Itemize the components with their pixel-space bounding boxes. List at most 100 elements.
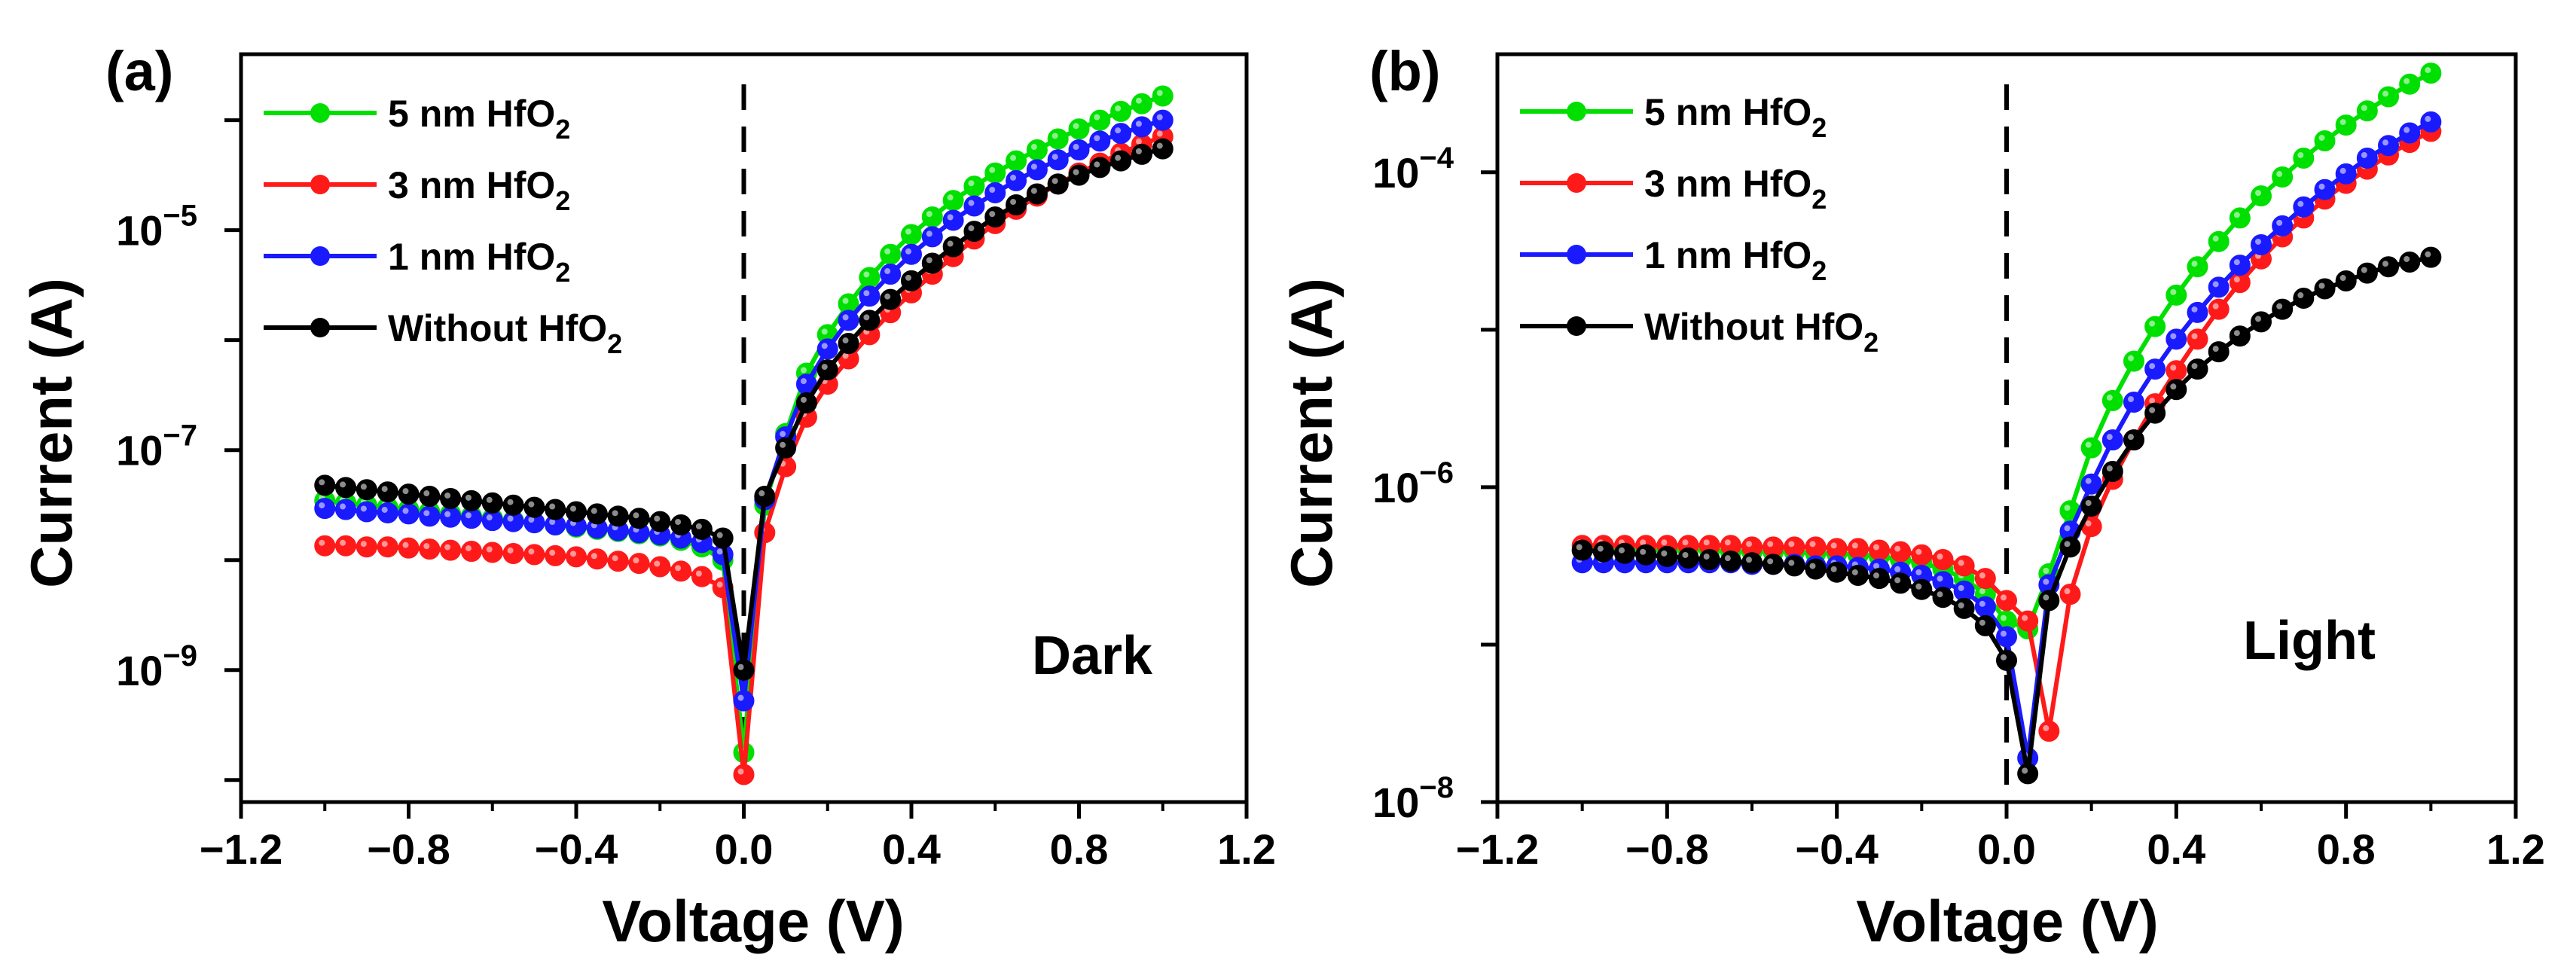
panel-a-data-point-3-nm-hfo <box>607 551 629 572</box>
panel-b-data-point-highlight <box>2361 267 2367 273</box>
panel-b-data-point-3-nm-hfo <box>1911 544 1933 566</box>
panel-a-data-point-without-hfo <box>754 486 776 508</box>
panel-b-data-point-highlight <box>2022 615 2028 621</box>
panel-b-y-tick-label: 10−4 <box>1372 142 1454 197</box>
panel-b-data-point-3-nm-hfo <box>1869 539 1890 561</box>
panel-b-data-point-highlight <box>1979 572 1985 579</box>
panel-a-data-point-1-nm-hfo <box>963 195 985 217</box>
panel-a-data-point-without-hfo <box>523 496 545 518</box>
panel-b-data-point-highlight <box>2382 139 2388 146</box>
panel-b-data-point-without-hfo <box>2229 325 2251 347</box>
panel-b-data-point-5-nm-hfo <box>2080 437 2102 459</box>
panel-a-data-point-highlight <box>842 297 849 304</box>
panel-b-data-point-highlight <box>2149 363 2156 370</box>
panel-a-data-point-3-nm-hfo <box>628 553 650 575</box>
panel-a-data-point-1-nm-hfo <box>921 226 943 248</box>
panel-b-data-point-without-hfo <box>1763 554 1784 575</box>
panel-a-data-point-highlight <box>1156 142 1163 149</box>
panel-a-legend-marker <box>310 175 330 194</box>
panel-a-data-point-highlight <box>402 488 409 495</box>
panel-b-data-point-highlight <box>2233 212 2240 218</box>
panel-b-data-point-highlight <box>1703 554 1710 560</box>
panel-a-data-point-5-nm-hfo <box>901 224 922 246</box>
panel-a-data-point-highlight <box>633 512 639 519</box>
panel-b-x-tick-label: 1.2 <box>2486 825 2545 873</box>
panel-b-data-point-highlight <box>2318 282 2325 289</box>
panel-b-data-point-highlight <box>2339 167 2346 174</box>
panel-a-data-point-1-nm-hfo <box>1047 149 1069 171</box>
panel-b-data-point-without-hfo <box>1932 587 1954 609</box>
panel-b-data-point-without-hfo <box>1571 539 1593 561</box>
panel-b-data-point-highlight <box>2106 465 2113 471</box>
panel-a-data-point-highlight <box>968 200 975 206</box>
panel-b-data-point-1-nm-hfo <box>2293 196 2315 218</box>
panel-b-data-point-highlight <box>2043 594 2050 601</box>
panel-a-data-point-highlight <box>612 555 618 562</box>
panel-a-data-point-highlight <box>675 565 682 572</box>
panel-b-data-point-highlight <box>2001 615 2007 621</box>
panel-b-data-point-highlight <box>2106 434 2113 441</box>
panel-b-data-point-without-hfo <box>2293 288 2315 310</box>
panel-b-data-point-highlight <box>2191 306 2198 313</box>
panel-a-data-point-1-nm-hfo <box>1089 130 1111 152</box>
panel-b-data-point-1-nm-hfo <box>2208 276 2230 298</box>
panel-b-x-tick-label: 0.8 <box>2317 825 2376 873</box>
panel-b-data-point-highlight <box>1979 588 1985 595</box>
panel-a-data-point-1-nm-hfo <box>460 508 482 529</box>
panel-a-data-point-highlight <box>549 549 556 556</box>
panel-b-data-point-highlight <box>2170 364 2177 371</box>
panel-a-data-point-without-hfo <box>335 477 357 499</box>
panel-a-data-point-5-nm-hfo <box>963 175 985 197</box>
panel-b-data-point-1-nm-hfo <box>2229 255 2251 276</box>
panel-a-data-point-highlight <box>381 486 388 493</box>
panel-b-data-point-highlight <box>1979 619 1985 626</box>
panel-b-data-point-5-nm-hfo <box>2356 100 2378 122</box>
panel-b-data-point-highlight <box>2001 630 2007 637</box>
panel-b-data-point-highlight <box>2085 477 2092 484</box>
panel-a-data-point-1-nm-hfo <box>984 181 1006 203</box>
panel-b-x-tick-label: −1.2 <box>1456 825 1540 873</box>
panel-a-data-point-without-hfo <box>1026 183 1048 205</box>
panel-b-data-point-without-hfo <box>1890 572 1912 594</box>
panel-a-data-point-without-hfo <box>398 483 420 505</box>
panel-a-data-point-without-hfo <box>356 479 377 501</box>
panel-b-data-point-highlight <box>2043 567 2050 574</box>
panel-b-data-point-highlight <box>2085 441 2092 448</box>
panel-a-data-point-highlight <box>360 541 367 548</box>
panel-a-data-point-highlight <box>423 490 430 497</box>
panel-a-data-point-5-nm-hfo <box>1006 150 1027 172</box>
panel-a-data-point-1-nm-hfo <box>816 338 838 360</box>
panel-a-data-point-highlight <box>947 240 954 247</box>
panel-b-data-point-5-nm-hfo <box>2293 147 2315 169</box>
panel-b-data-point-5-nm-hfo <box>2165 284 2187 306</box>
panel-b-data-point-highlight <box>2128 355 2134 361</box>
panel-b-legend-marker <box>1567 316 1586 336</box>
panel-a-data-point-3-nm-hfo <box>545 544 566 566</box>
panel-b-data-point-1-nm-hfo <box>2399 122 2421 144</box>
panel-a-data-point-highlight <box>926 230 932 237</box>
panel-a-data-point-1-nm-hfo <box>377 502 398 523</box>
panel-a-data-point-1-nm-hfo <box>398 503 420 525</box>
panel-b-data-point-highlight <box>2404 78 2410 84</box>
panel-a-data-point-highlight <box>884 293 891 300</box>
panel-b-data-point-highlight <box>1894 566 1901 572</box>
panel-b-data-point-highlight <box>2339 119 2346 126</box>
panel-a-x-tick-label: −0.4 <box>535 825 618 873</box>
panel-a-data-point-highlight <box>695 523 702 529</box>
panel-b-data-point-without-hfo <box>1720 551 1741 572</box>
panel-b-legend-marker <box>1567 245 1586 264</box>
panel-b-data-point-without-hfo <box>2399 251 2421 273</box>
panel-b-data-point-highlight <box>2085 499 2092 506</box>
panel-a-data-point-highlight <box>1156 130 1163 137</box>
panel-a-data-point-1-nm-hfo <box>481 510 503 532</box>
panel-a-data-point-without-hfo <box>586 503 608 525</box>
panel-a-data-point-highlight <box>947 194 954 201</box>
panel-b-x-tick-label: −0.4 <box>1795 825 1879 873</box>
panel-a-data-point-highlight <box>1030 188 1037 194</box>
panel-b-data-point-1-nm-hfo <box>2187 301 2208 323</box>
panel-a-data-point-without-hfo <box>1068 164 1090 186</box>
panel-a-x-tick-label: 0.8 <box>1050 825 1109 873</box>
panel-a-data-point-1-nm-hfo <box>733 690 755 712</box>
panel-a-data-point-highlight <box>1115 127 1122 134</box>
panel-b-data-point-without-hfo <box>1592 541 1614 563</box>
